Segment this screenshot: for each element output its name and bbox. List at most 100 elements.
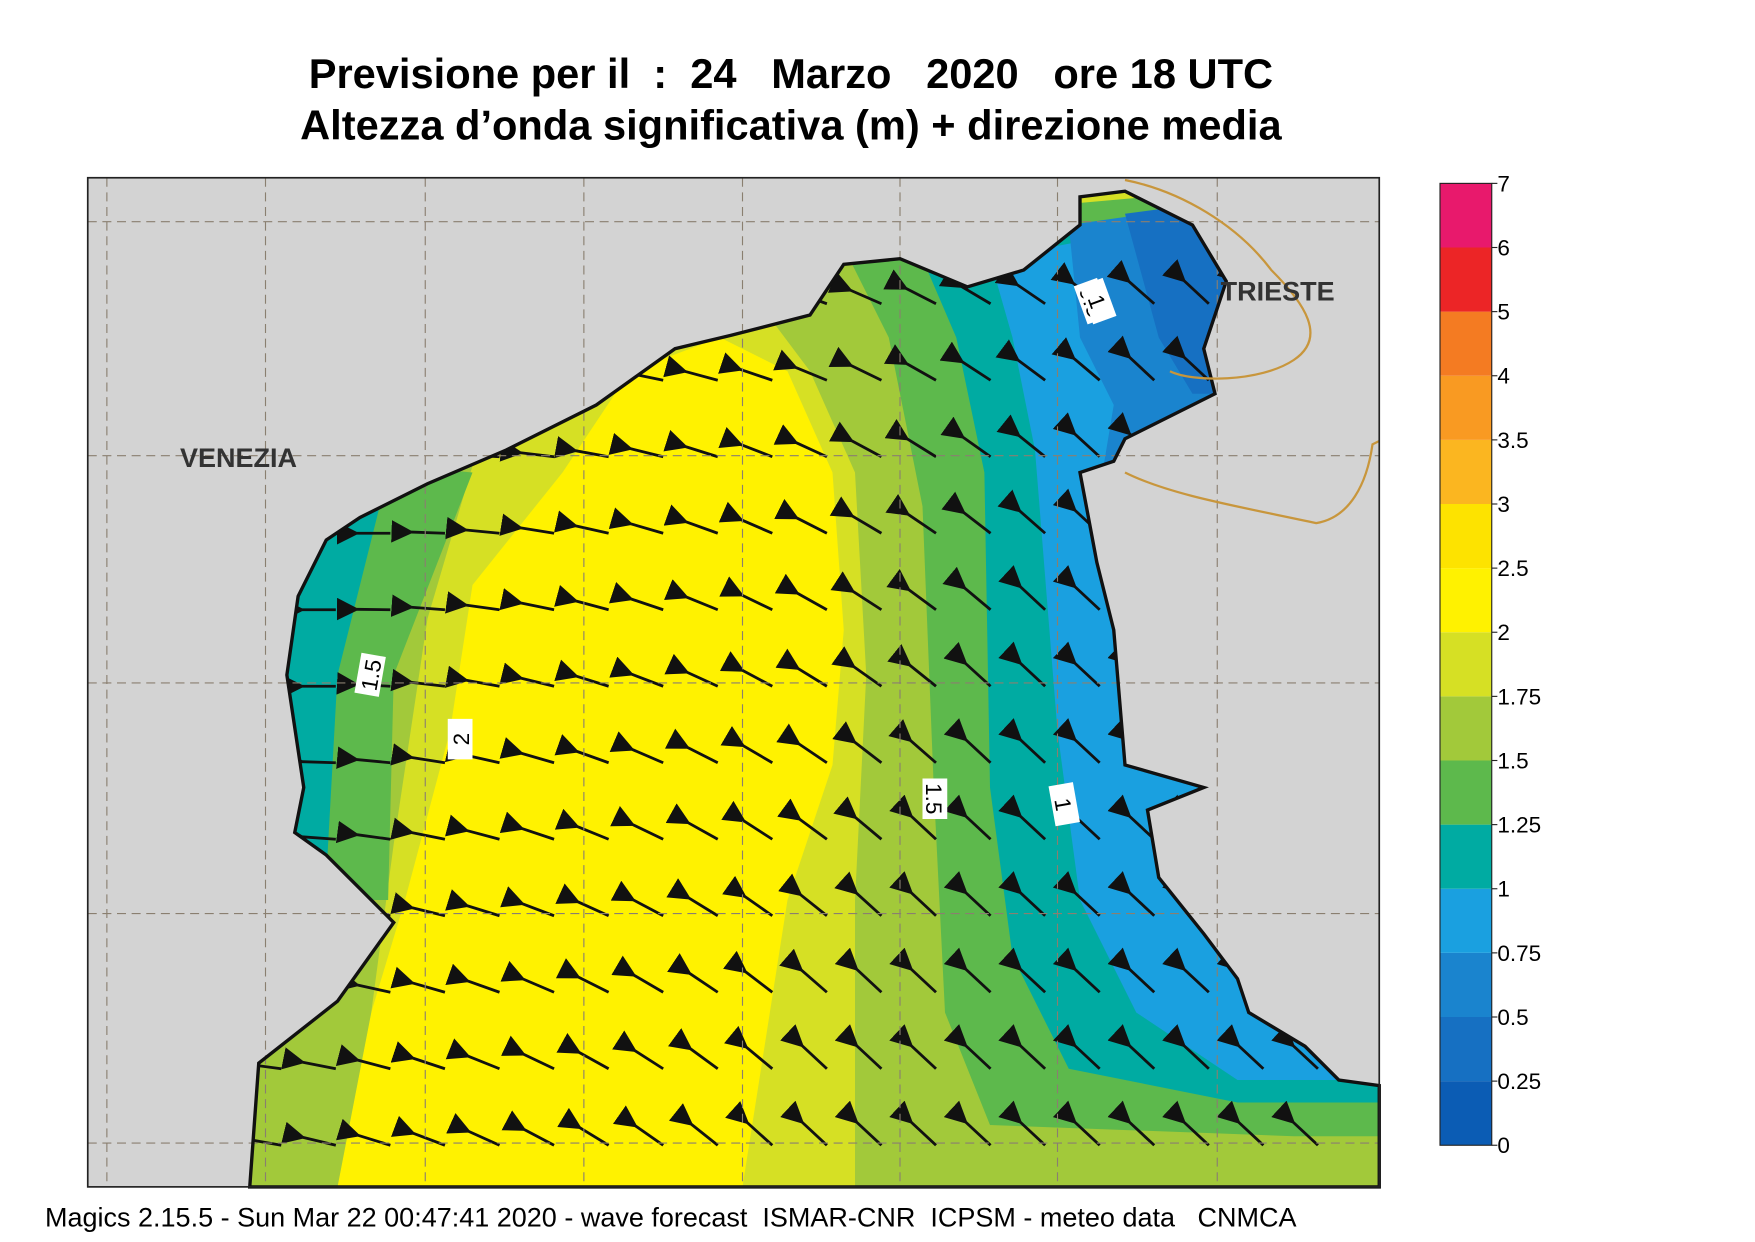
arrow [1162,947,1210,994]
contour-value: 1.5 [921,783,946,814]
arrow [1271,1024,1319,1070]
arrow [938,266,992,305]
contour-value: 1.5 [357,657,387,692]
colorbar-segment [1440,952,1492,1017]
arrow [832,721,883,764]
arrow [500,1035,555,1071]
arrow [724,1025,774,1070]
arrow [335,1118,391,1147]
arrow [718,427,773,459]
arrow [722,875,774,917]
arrow [998,565,1047,611]
arrow [830,571,883,611]
colorbar-label: 1.5 [1497,748,1528,773]
arrow [1162,335,1210,382]
arrow [556,1032,610,1070]
arrow [943,947,992,994]
arrow [829,421,883,458]
colorbar-label: 1 [1497,877,1510,902]
arrow [609,656,664,688]
arrow [445,889,500,918]
arrow [611,955,664,994]
colorbar-segment [1440,504,1492,569]
arrow [776,723,828,764]
arrow [777,798,828,841]
colorbar-label: 0.5 [1497,1005,1528,1030]
arrow [1052,412,1101,458]
arrow [445,963,500,994]
arrow [609,731,664,765]
arrow [994,264,1046,305]
arrow [998,1024,1047,1070]
arrow [335,1044,391,1071]
arrow [281,824,336,847]
arrow [997,489,1047,535]
arrow [612,1105,664,1147]
arrow [445,1038,501,1071]
arrow [778,873,828,917]
arrow [1106,259,1156,305]
arrow [718,501,773,535]
arrow [779,948,828,994]
arrow [943,794,992,841]
arrow [889,1024,937,1070]
arrow [889,1100,937,1147]
arrow [390,1041,446,1071]
colorbar-label: 1.25 [1497,813,1541,838]
arrow [834,1100,883,1147]
arrow [663,429,719,459]
arrow [889,871,937,917]
colorbar-segment [1440,183,1492,248]
arrow [1162,1100,1210,1147]
arrow [665,803,719,841]
arrow [773,349,828,382]
arrow [773,424,828,459]
arrow [834,871,883,917]
arrow [1162,259,1210,305]
colorbar-segment [1440,632,1492,697]
arrow [1052,565,1101,611]
arrow [940,416,992,458]
arrow [1107,1024,1156,1070]
arrow [335,969,391,994]
colorbar-label: 2 [1497,620,1510,645]
arrow [943,718,992,764]
map-frame [86,176,1381,1188]
arrow [445,591,500,614]
arrow [886,568,937,611]
colorbar-segment [1440,311,1492,376]
subtitle: Altezza d’onda significativa (m) + direz… [300,102,1282,149]
arrow [941,491,992,535]
arrow [780,1024,828,1070]
colorbar-label: 6 [1497,235,1510,260]
arrow [774,573,828,611]
contour-value: 2 [449,733,474,746]
footer: Magics 2.15.5 - Sun Mar 22 00:47:41 2020… [45,1202,1297,1232]
arrow [725,1101,774,1147]
colorbar-label: 0 [1497,1133,1510,1158]
arrow [608,432,664,459]
arrow [608,507,664,535]
colorbar-segment [1440,760,1492,825]
arrow [998,794,1047,841]
colorbar-segment [1440,568,1492,633]
arrow [1052,871,1101,917]
colorbar-label: 1.75 [1497,684,1541,709]
arrow [996,414,1047,458]
arrow [943,1100,992,1147]
arrow [390,966,446,994]
arrow [444,814,500,841]
colorbar-segment [1440,247,1492,312]
arrow [664,653,719,688]
arrow [557,1107,610,1147]
label-box [1048,782,1080,827]
arrow [774,498,828,535]
colorbar-label: 3 [1497,492,1510,517]
arrow [390,817,446,841]
contour-label: 1.5 [921,778,948,819]
colorbar-label: 2.5 [1497,556,1528,581]
arrow [719,651,773,688]
label-box [354,652,386,697]
arrow [1051,337,1101,382]
arrow [831,646,883,688]
